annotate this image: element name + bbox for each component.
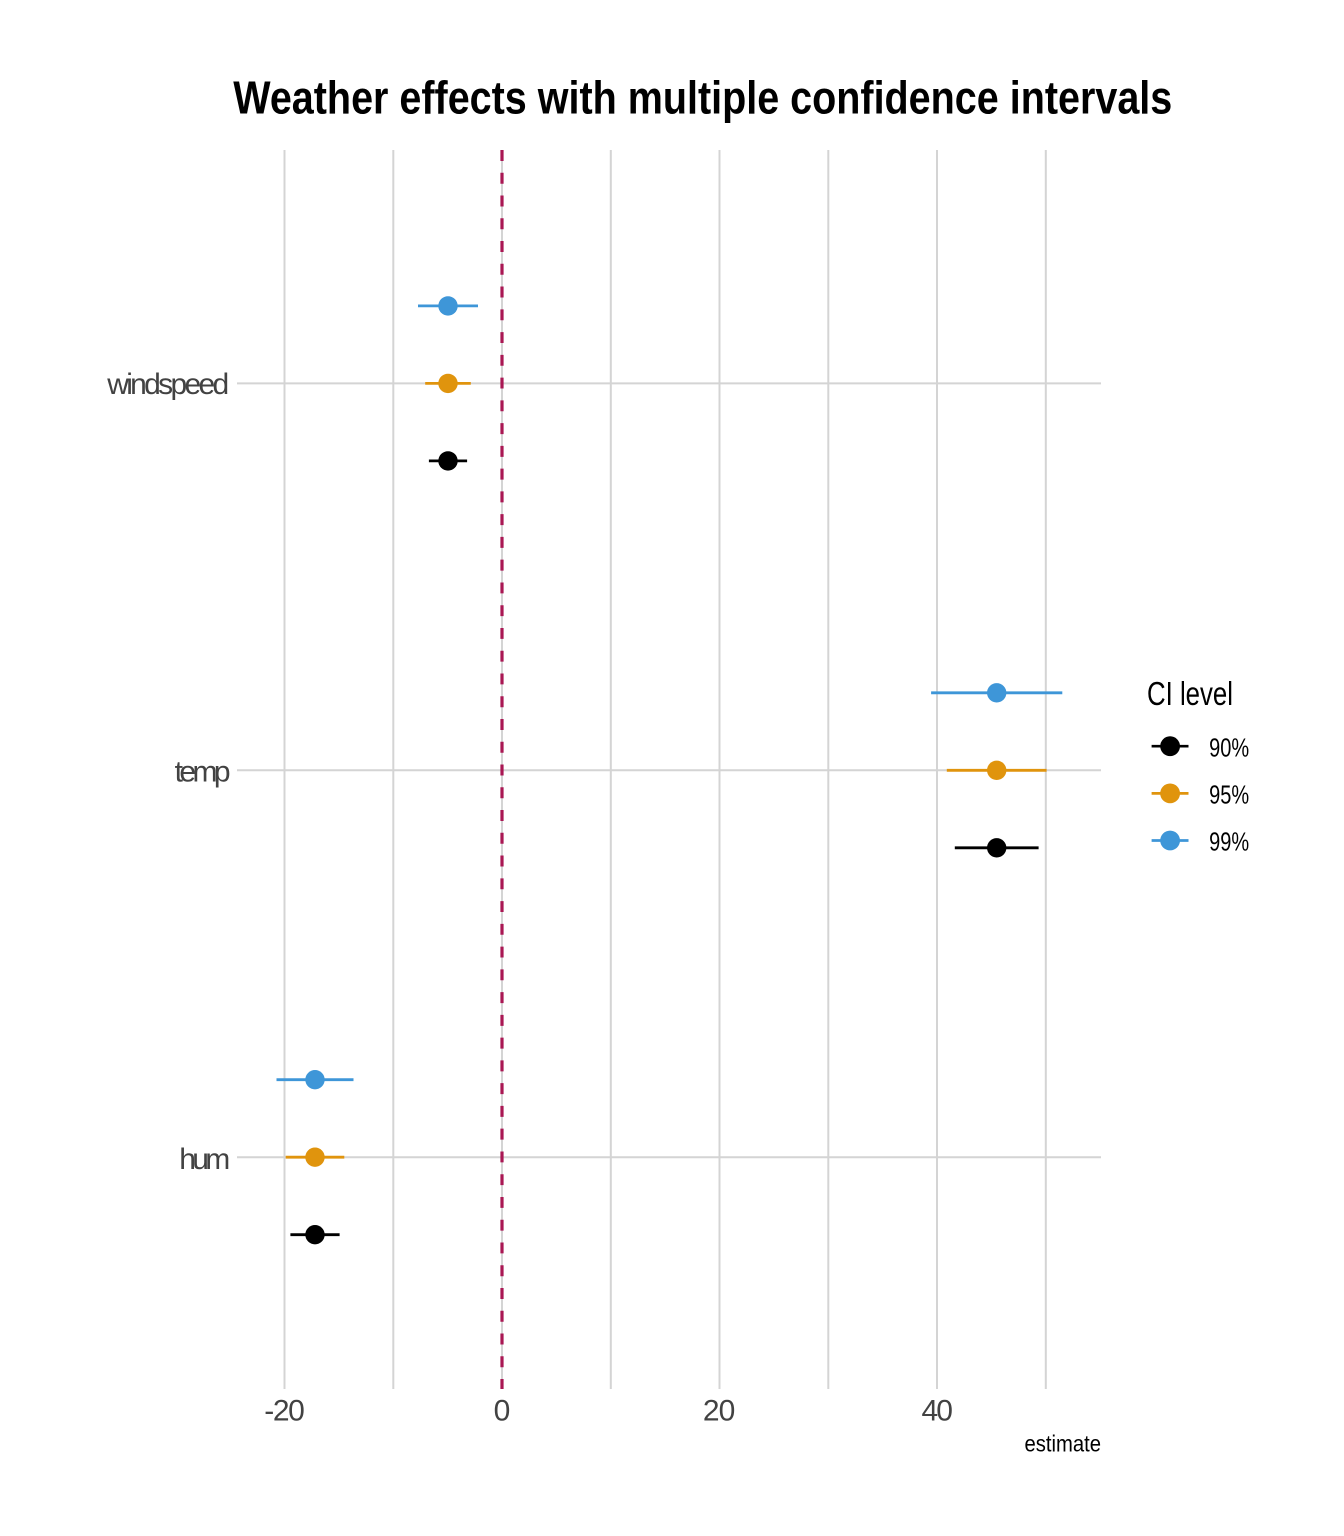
svg-text:hum: hum <box>179 1143 230 1176</box>
svg-text:Weather effects with multiple: Weather effects with multiple confidence… <box>233 72 1172 124</box>
svg-text:estimate: estimate <box>1025 1431 1102 1457</box>
svg-text:95%: 95% <box>1209 779 1249 809</box>
svg-text:0: 0 <box>494 1394 511 1427</box>
svg-text:temp: temp <box>175 756 231 789</box>
svg-text:-20: -20 <box>264 1394 305 1427</box>
svg-text:windspeed: windspeed <box>106 368 229 401</box>
svg-text:99%: 99% <box>1209 826 1249 856</box>
svg-text:40: 40 <box>921 1394 953 1427</box>
svg-text:20: 20 <box>703 1394 736 1427</box>
svg-text:CI level: CI level <box>1147 675 1233 712</box>
svg-text:90%: 90% <box>1209 732 1249 762</box>
